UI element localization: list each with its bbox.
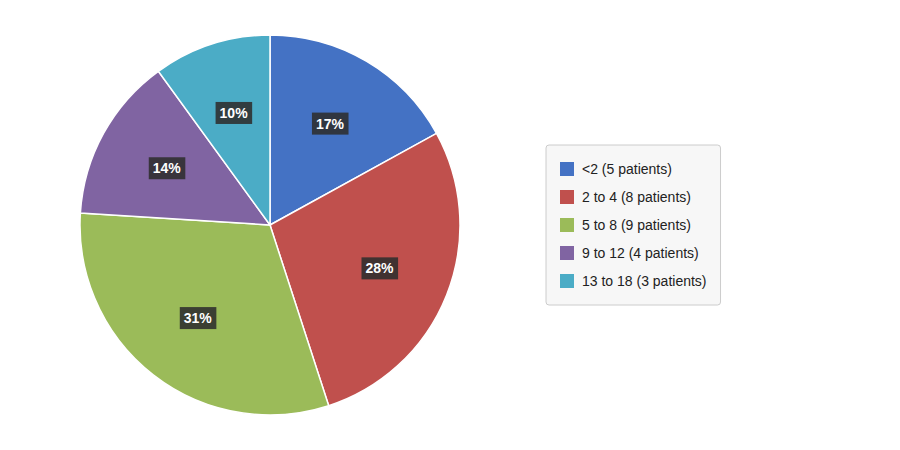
legend-swatch xyxy=(560,246,574,260)
data-label: 17% xyxy=(316,116,345,132)
data-label-box xyxy=(216,102,253,124)
legend-label: 5 to 8 (9 patients) xyxy=(582,217,691,233)
pie-slice xyxy=(80,213,329,415)
legend-label: <2 (5 patients) xyxy=(582,161,672,177)
legend-swatch xyxy=(560,162,574,176)
legend-swatch xyxy=(560,190,574,204)
legend-frame xyxy=(546,145,721,305)
data-label: 10% xyxy=(220,105,249,121)
data-label: 28% xyxy=(366,260,395,276)
legend-swatch xyxy=(560,274,574,288)
data-label-box xyxy=(312,113,349,135)
legend-label: 9 to 12 (4 patients) xyxy=(582,245,699,261)
legend-label: 2 to 4 (8 patients) xyxy=(582,189,691,205)
data-label: 31% xyxy=(184,310,213,326)
data-label-box xyxy=(180,307,217,329)
data-label-box xyxy=(362,257,399,279)
data-labels: 17% 28% 31% 14% 10% xyxy=(149,102,398,329)
data-label-box xyxy=(149,157,186,179)
chart: 17% 28% 31% 14% 10% <2 (5 patients) 2 to 4 (8 … xyxy=(0,0,900,450)
legend: <2 (5 patients) 2 to 4 (8 patients) 5 to 8… xyxy=(546,145,721,305)
pie-slice xyxy=(158,35,270,225)
legend-swatch xyxy=(560,218,574,232)
pie xyxy=(80,35,460,415)
data-label: 14% xyxy=(153,160,182,176)
legend-label: 13 to 18 (3 patients) xyxy=(582,273,707,289)
